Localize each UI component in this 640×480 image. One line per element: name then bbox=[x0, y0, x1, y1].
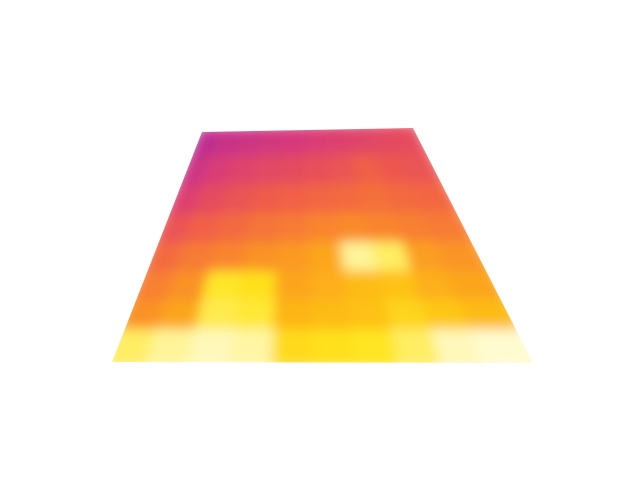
heatmap-cell bbox=[397, 152, 451, 192]
heatmap-cell bbox=[421, 211, 482, 251]
heatmap-cell bbox=[385, 128, 436, 163]
heatmap-cells bbox=[112, 128, 533, 363]
heatmap-cell bbox=[409, 181, 467, 222]
